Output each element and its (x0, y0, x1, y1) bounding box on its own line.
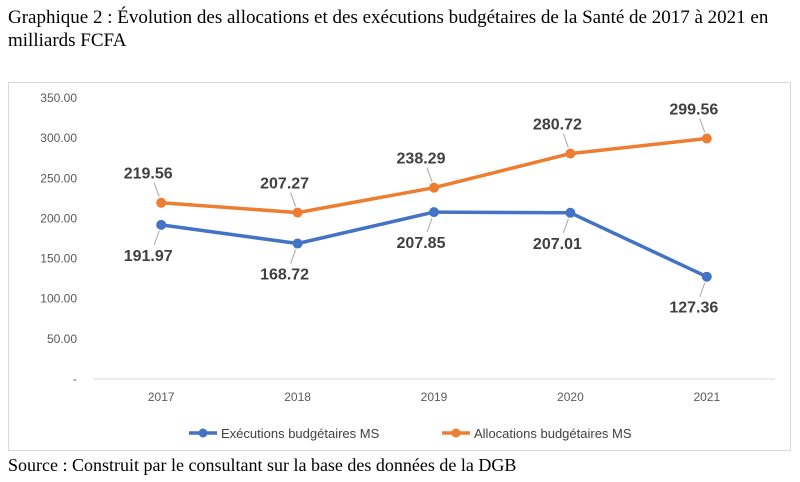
x-axis: 2017 2018 2019 2020 2021 (93, 378, 775, 404)
data-point (701, 271, 712, 282)
data-label: 207.01 (533, 236, 582, 253)
legend-swatch-marker (198, 428, 208, 438)
legend: Exécutions budgétaires MS Allocations bud… (189, 426, 632, 441)
chart-area: - 50.00 100.00 150.00 200.00 250.00 300.00 350.… (8, 82, 791, 451)
y-tick-label: 200.00 (40, 211, 77, 225)
y-tick-label: 50.00 (47, 332, 77, 346)
data-point (565, 148, 576, 159)
y-tick-label: 150.00 (40, 252, 77, 266)
x-tick-label: 2019 (421, 390, 448, 404)
label-leader-line (290, 192, 297, 207)
label-leader-line (562, 133, 569, 148)
y-tick-label: 300.00 (40, 131, 77, 145)
y-tick-label: - (73, 372, 77, 386)
series-markers (156, 133, 712, 282)
data-point (429, 207, 439, 218)
y-tick-label: 350.00 (40, 91, 77, 105)
label-leader-line (153, 182, 160, 197)
legend-swatch-marker (451, 428, 461, 438)
data-point (292, 207, 303, 218)
series-line (159, 136, 709, 215)
data-point (429, 182, 439, 193)
y-axis: - 50.00 100.00 150.00 200.00 250.00 300.00 350.… (40, 91, 77, 386)
label-leader-line (699, 282, 706, 297)
data-label: 238.29 (397, 151, 446, 168)
data-label: 207.85 (397, 235, 446, 252)
chart-caption: Graphique 2 : Évolution des allocations … (8, 7, 769, 51)
data-point (292, 238, 303, 249)
data-label: 127.36 (669, 300, 718, 317)
label-leader-line (153, 230, 160, 246)
data-label: 280.72 (533, 117, 582, 134)
line-chart: - 50.00 100.00 150.00 200.00 250.00 300.00 350.… (40, 91, 775, 441)
data-point (156, 219, 167, 230)
label-leader-lines (153, 118, 706, 297)
data-point (565, 207, 576, 218)
data-point (701, 133, 712, 144)
label-leader-line (426, 167, 433, 182)
legend-label: Allocations budgétaires MS (474, 426, 632, 441)
x-tick-label: 2021 (693, 390, 720, 404)
data-label: 168.72 (260, 267, 309, 284)
data-point (156, 197, 167, 208)
data-label: 191.97 (124, 248, 173, 265)
data-label: 299.56 (669, 101, 718, 118)
data-label: 207.27 (260, 176, 309, 193)
label-leader-line (290, 249, 297, 264)
data-labels: 191.97 168.72 207.85 207.01 127.36 219.56 207.… (124, 101, 719, 316)
label-leader-line (562, 218, 569, 233)
legend-label: Exécutions budgétaires MS (221, 426, 380, 441)
data-label: 219.56 (124, 166, 173, 183)
x-tick-label: 2020 (557, 390, 584, 404)
source-note: Source : Construit par le consultant sur… (8, 455, 517, 475)
x-tick-label: 2018 (284, 390, 311, 404)
label-leader-line (699, 118, 706, 133)
x-tick-label: 2017 (148, 390, 175, 404)
y-tick-label: 250.00 (40, 171, 77, 185)
y-tick-label: 100.00 (40, 292, 77, 306)
label-leader-line (426, 217, 433, 233)
